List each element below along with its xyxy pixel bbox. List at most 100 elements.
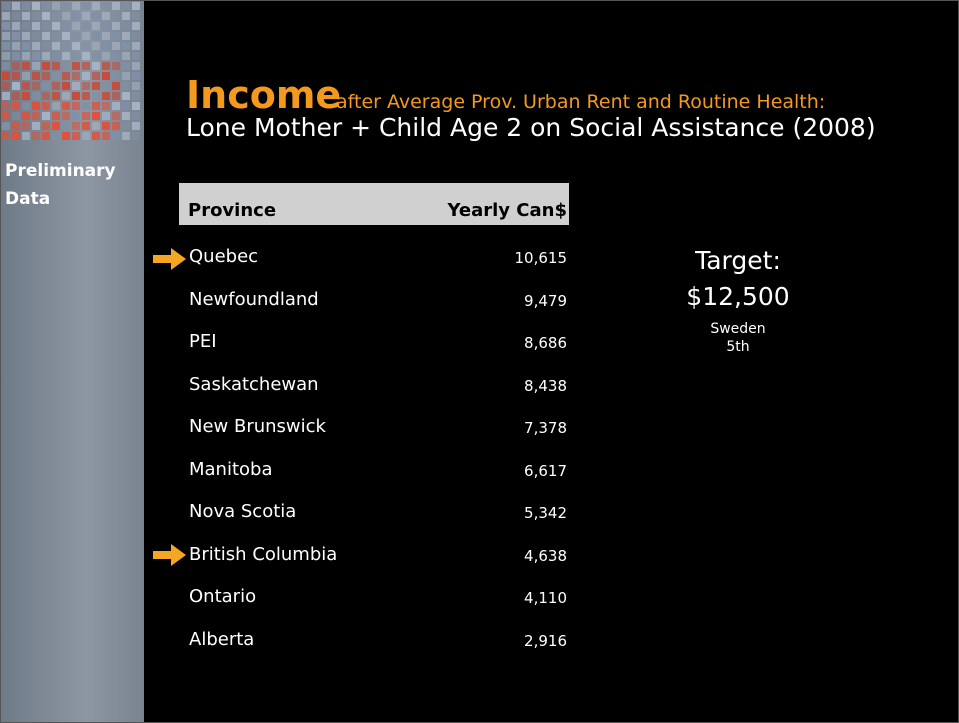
mosaic-tile bbox=[22, 112, 30, 120]
mosaic-tile bbox=[22, 92, 30, 100]
mosaic-tile bbox=[92, 32, 100, 40]
mosaic-tile bbox=[102, 92, 110, 100]
target-rank: 5th bbox=[726, 339, 750, 355]
mosaic-tile bbox=[122, 112, 130, 120]
mosaic-tile bbox=[82, 22, 90, 30]
mosaic-tile bbox=[122, 132, 130, 140]
mosaic-tile bbox=[32, 52, 40, 60]
mosaic-tile bbox=[42, 122, 50, 130]
mosaic-tile bbox=[62, 82, 70, 90]
mosaic-tile bbox=[62, 22, 70, 30]
mosaic-tile bbox=[122, 82, 130, 90]
mosaic-tile bbox=[2, 112, 10, 120]
mosaic-tile bbox=[72, 92, 80, 100]
mosaic-tile bbox=[112, 92, 120, 100]
province-name: New Brunswick bbox=[189, 416, 326, 437]
mosaic-tile bbox=[132, 62, 140, 70]
mosaic-tile bbox=[62, 122, 70, 130]
mosaic-tile bbox=[112, 122, 120, 130]
mosaic-tile bbox=[62, 12, 70, 20]
mosaic-tile bbox=[2, 62, 10, 70]
mosaic-tile bbox=[12, 32, 20, 40]
mosaic-tile bbox=[122, 32, 130, 40]
mosaic-tile bbox=[62, 62, 70, 70]
mosaic-tile bbox=[92, 52, 100, 60]
mosaic-tile bbox=[82, 92, 90, 100]
mosaic-tile bbox=[72, 132, 80, 140]
column-header: Yearly Can$ bbox=[447, 200, 567, 221]
mosaic-tile bbox=[112, 82, 120, 90]
mosaic-tile bbox=[122, 22, 130, 30]
subtitle: after Average Prov. Urban Rent and Routi… bbox=[336, 91, 826, 113]
mosaic-tile bbox=[82, 82, 90, 90]
mosaic-tile bbox=[92, 22, 100, 30]
mosaic-tile bbox=[82, 42, 90, 50]
mosaic-tile bbox=[102, 122, 110, 130]
mosaic-tile bbox=[12, 122, 20, 130]
mosaic-tile bbox=[42, 82, 50, 90]
mosaic-tile bbox=[42, 32, 50, 40]
mosaic-tile bbox=[132, 42, 140, 50]
mosaic-tile bbox=[12, 22, 20, 30]
province-name: Saskatchewan bbox=[189, 373, 319, 395]
mosaic-tile bbox=[32, 62, 40, 70]
mosaic-tile bbox=[52, 42, 60, 50]
yearly-value: 2,916 bbox=[524, 631, 567, 650]
mosaic-tile bbox=[122, 92, 130, 100]
mosaic-tile bbox=[52, 32, 60, 40]
mosaic-tile bbox=[82, 2, 90, 10]
mosaic-tile bbox=[112, 22, 120, 30]
mosaic-tile bbox=[62, 112, 70, 120]
province-name: Alberta bbox=[189, 628, 255, 650]
mosaic-tile bbox=[22, 72, 30, 80]
mosaic-tile bbox=[62, 132, 70, 140]
mosaic-tile bbox=[42, 42, 50, 50]
mosaic-tile bbox=[132, 102, 140, 110]
mosaic-tile bbox=[82, 122, 90, 130]
mosaic-tile bbox=[132, 132, 140, 140]
mosaic-tile bbox=[102, 12, 110, 20]
mosaic-tile bbox=[132, 2, 140, 10]
mosaic-tile bbox=[132, 72, 140, 80]
mosaic-tile bbox=[22, 132, 30, 140]
mosaic-tile bbox=[132, 32, 140, 40]
mosaic-tile bbox=[52, 12, 60, 20]
mosaic-tile bbox=[132, 52, 140, 60]
yearly-value: 4,110 bbox=[524, 589, 567, 607]
mosaic-tile bbox=[62, 52, 70, 60]
mosaic-tile bbox=[62, 72, 70, 80]
mosaic-tile bbox=[62, 102, 70, 110]
mosaic-tile bbox=[2, 82, 10, 90]
mosaic-tile bbox=[32, 92, 40, 100]
mosaic-tile bbox=[42, 52, 50, 60]
mosaic-tile bbox=[122, 102, 130, 110]
mosaic-tile bbox=[42, 102, 50, 110]
mosaic-tile bbox=[112, 132, 120, 140]
mosaic-tile bbox=[122, 52, 130, 60]
mosaic-tile bbox=[52, 92, 60, 100]
mosaic-tile bbox=[102, 112, 110, 120]
mosaic-tile bbox=[72, 72, 80, 80]
mosaic-tile bbox=[92, 112, 100, 120]
mosaic-tile bbox=[2, 92, 10, 100]
target-country: Sweden bbox=[710, 321, 766, 337]
province-name: Quebec bbox=[189, 246, 259, 267]
mosaic-tile bbox=[92, 82, 100, 90]
mosaic-tile bbox=[2, 72, 10, 80]
mosaic-tile bbox=[82, 52, 90, 60]
mosaic-tile bbox=[122, 72, 130, 80]
mosaic-tile bbox=[32, 32, 40, 40]
mosaic-tile bbox=[42, 12, 50, 20]
mosaic-tile bbox=[52, 82, 60, 90]
mosaic-tile bbox=[92, 102, 100, 110]
mosaic-tile bbox=[2, 52, 10, 60]
mosaic-tile bbox=[112, 112, 120, 120]
mosaic-tile bbox=[22, 52, 30, 60]
mosaic-tile bbox=[32, 132, 40, 140]
mosaic-tile bbox=[32, 122, 40, 130]
mosaic-tile bbox=[122, 2, 130, 10]
mosaic-tile bbox=[52, 62, 60, 70]
mosaic-tile bbox=[102, 22, 110, 30]
mosaic-tile bbox=[22, 12, 30, 20]
mosaic-tile bbox=[92, 72, 100, 80]
